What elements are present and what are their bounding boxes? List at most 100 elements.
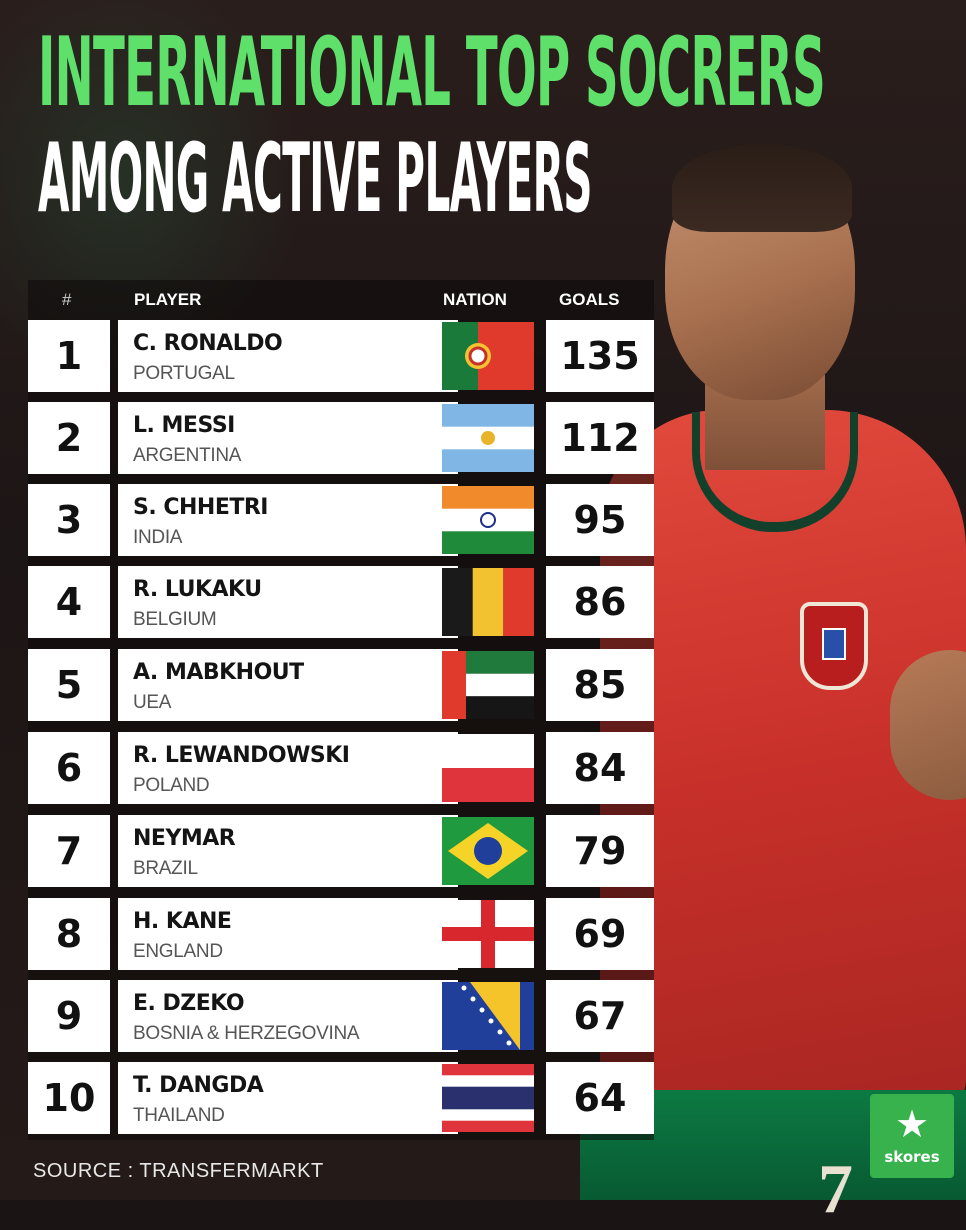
table-row: 10 T. DANGDA THAILAND 64 <box>28 1062 654 1134</box>
rank-cell: 7 <box>28 815 110 887</box>
goals-number: 95 <box>573 498 627 542</box>
rank-number: 5 <box>55 663 83 707</box>
rank-number: 10 <box>42 1076 96 1120</box>
logo-text: skores <box>884 1148 940 1166</box>
rank-cell: 6 <box>28 732 110 804</box>
player-country: BRAZIL <box>133 858 198 879</box>
skores-logo: ★ skores <box>870 1094 954 1178</box>
player-hair <box>672 144 852 232</box>
player-cell: H. KANE ENGLAND <box>118 898 458 970</box>
player-country: PORTUGAL <box>133 363 235 384</box>
header-player: PLAYER <box>134 290 202 309</box>
table-row: 6 R. LEWANDOWSKI POLAND 84 <box>28 732 654 804</box>
player-cell: C. RONALDO PORTUGAL <box>118 320 458 392</box>
player-country: UEA <box>133 692 172 713</box>
rank-cell: 5 <box>28 649 110 721</box>
table-row: 3 S. CHHETRI INDIA 95 <box>28 484 654 556</box>
jersey-collar <box>692 412 858 532</box>
title-line-1: INTERNATIONAL TOP SOCRERS <box>38 18 826 129</box>
player-cell: L. MESSI ARGENTINA <box>118 402 458 474</box>
goals-number: 85 <box>573 663 627 707</box>
header-rank: # <box>62 290 72 309</box>
table-row: 7 NEYMAR BRAZIL 79 <box>28 815 654 887</box>
rank-number: 8 <box>55 912 83 956</box>
table-row: 2 L. MESSI ARGENTINA 112 <box>28 402 654 474</box>
player-cell: R. LUKAKU BELGIUM <box>118 566 458 638</box>
goals-number: 86 <box>573 580 627 624</box>
goals-cell: 79 <box>546 815 654 887</box>
player-name: NEYMAR <box>133 826 236 851</box>
player-name: S. CHHETRI <box>133 495 269 520</box>
goals-number: 135 <box>560 334 640 378</box>
goals-number: 84 <box>573 746 627 790</box>
rank-number: 3 <box>55 498 83 542</box>
portugal-flag-icon <box>442 322 534 390</box>
table-row: 9 E. DZEKO BOSNIA & HERZEGOVINA 67 <box>28 980 654 1052</box>
player-name: C. RONALDO <box>133 331 283 356</box>
shirt-number: 7 <box>818 1151 853 1228</box>
goals-cell: 69 <box>546 898 654 970</box>
source-credit: SOURCE : TRANSFERMARKT <box>33 1160 324 1182</box>
player-country: ARGENTINA <box>133 445 242 466</box>
rank-number: 9 <box>55 994 83 1038</box>
player-country: INDIA <box>133 527 183 548</box>
player-country: ENGLAND <box>133 941 223 962</box>
player-name: H. KANE <box>133 909 232 934</box>
player-name: E. DZEKO <box>133 991 245 1016</box>
goals-cell: 84 <box>546 732 654 804</box>
goals-number: 69 <box>573 912 627 956</box>
table-row: 5 A. MABKHOUT UEA 85 <box>28 649 654 721</box>
player-cell: NEYMAR BRAZIL <box>118 815 458 887</box>
brazil-flag-icon <box>442 817 534 885</box>
player-country: BELGIUM <box>133 609 217 630</box>
rank-number: 6 <box>55 746 83 790</box>
bosnia-flag-icon <box>442 982 534 1050</box>
player-name: R. LEWANDOWSKI <box>133 743 350 768</box>
player-name: L. MESSI <box>133 413 235 438</box>
rank-number: 7 <box>55 829 83 873</box>
rank-cell: 9 <box>28 980 110 1052</box>
thailand-flag-icon <box>442 1064 534 1132</box>
poland-flag-icon <box>442 734 534 802</box>
goals-cell: 85 <box>546 649 654 721</box>
rank-cell: 3 <box>28 484 110 556</box>
player-cell: R. LEWANDOWSKI POLAND <box>118 732 458 804</box>
title-line-2: AMONG ACTIVE PLAYERS <box>38 124 592 235</box>
player-name: R. LUKAKU <box>133 577 262 602</box>
rank-cell: 8 <box>28 898 110 970</box>
header-goals: GOALS <box>559 290 620 309</box>
argentina-flag-icon <box>442 404 534 472</box>
england-flag-icon <box>442 900 534 968</box>
goals-cell: 112 <box>546 402 654 474</box>
goals-cell: 95 <box>546 484 654 556</box>
player-arm <box>890 650 966 800</box>
belgium-flag-icon <box>442 568 534 636</box>
rank-number: 4 <box>55 580 83 624</box>
rank-cell: 1 <box>28 320 110 392</box>
rank-cell: 10 <box>28 1062 110 1134</box>
player-country: BOSNIA & HERZEGOVINA <box>133 1023 360 1044</box>
goals-cell: 86 <box>546 566 654 638</box>
star-icon: ★ <box>894 1104 930 1146</box>
goals-cell: 64 <box>546 1062 654 1134</box>
goals-cell: 67 <box>546 980 654 1052</box>
jersey-crest-icon <box>800 602 868 690</box>
player-name: T. DANGDA <box>133 1073 264 1098</box>
table-row: 8 H. KANE ENGLAND 69 <box>28 898 654 970</box>
player-country: THAILAND <box>133 1105 225 1126</box>
player-cell: S. CHHETRI INDIA <box>118 484 458 556</box>
rank-number: 1 <box>55 334 83 378</box>
header-nation: NATION <box>443 290 507 309</box>
player-cell: T. DANGDA THAILAND <box>118 1062 458 1134</box>
rank-cell: 2 <box>28 402 110 474</box>
goals-number: 67 <box>573 994 627 1038</box>
goals-cell: 135 <box>546 320 654 392</box>
player-name: A. MABKHOUT <box>133 660 304 685</box>
rank-cell: 4 <box>28 566 110 638</box>
player-cell: A. MABKHOUT UEA <box>118 649 458 721</box>
player-cell: E. DZEKO BOSNIA & HERZEGOVINA <box>118 980 458 1052</box>
goals-number: 64 <box>573 1076 627 1120</box>
table-row: 4 R. LUKAKU BELGIUM 86 <box>28 566 654 638</box>
player-country: POLAND <box>133 775 210 796</box>
uae-flag-icon <box>442 651 534 719</box>
